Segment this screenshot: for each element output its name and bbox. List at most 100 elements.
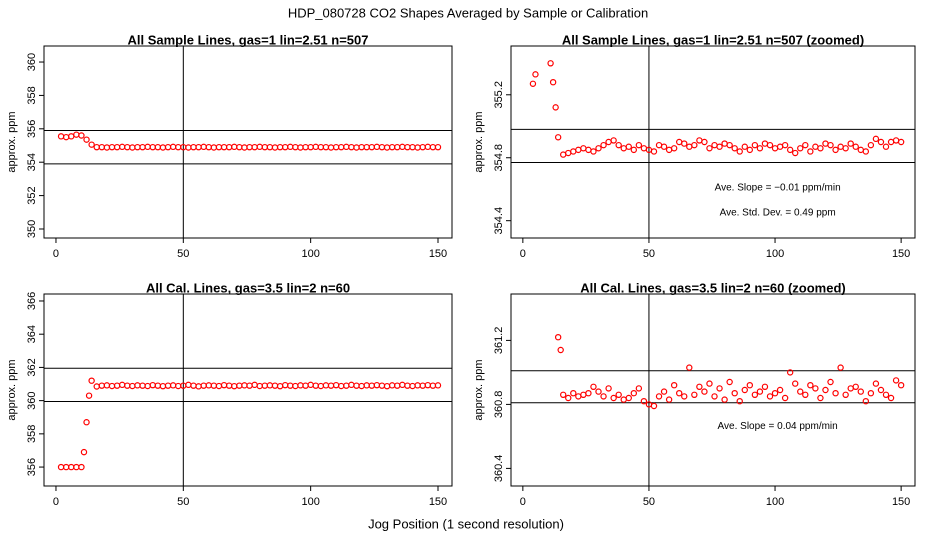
y-tick-label: 355.2 — [493, 81, 505, 109]
data-point — [786, 369, 794, 376]
data-point — [88, 377, 95, 384]
data-point — [842, 391, 849, 398]
data-point — [532, 71, 539, 78]
plot-frame — [43, 293, 453, 487]
x-tick-label: 0 — [520, 496, 526, 508]
data-point — [852, 143, 859, 150]
data-point — [552, 104, 559, 111]
y-tick-label: 350 — [26, 220, 38, 238]
data-point — [716, 143, 723, 150]
data-point — [781, 141, 789, 149]
data-point — [696, 383, 703, 390]
data-point — [882, 391, 890, 398]
annotation: Ave. Std. Dev. = 0.49 ppm — [720, 208, 836, 219]
data-point — [827, 378, 834, 386]
data-point — [585, 390, 592, 397]
data-point — [797, 145, 804, 152]
data-point — [650, 148, 658, 155]
plot-frame — [43, 45, 453, 239]
data-point — [766, 141, 774, 149]
data-point — [802, 391, 809, 398]
x-tick-label: 50 — [643, 496, 655, 508]
y-axis-label: approx. ppm — [473, 111, 485, 172]
data-point — [746, 146, 754, 154]
y-tick-label: 364 — [26, 325, 38, 343]
data-point — [434, 143, 442, 151]
data-point — [746, 382, 754, 389]
data-point — [630, 390, 638, 397]
data-point — [549, 78, 557, 86]
panel-title: All Cal. Lines, gas=3.5 lin=2 n=60 — [146, 280, 350, 295]
y-axis-label: approx. ppm — [473, 359, 485, 420]
data-point — [88, 141, 95, 148]
data-point — [771, 390, 779, 397]
data-point — [887, 394, 895, 402]
data-point — [706, 380, 713, 387]
data-point — [554, 334, 562, 341]
data-point — [867, 141, 875, 149]
data-point — [867, 390, 875, 397]
y-tick-label: 354 — [26, 153, 38, 171]
x-tick-label: 100 — [301, 496, 319, 508]
data-point — [726, 141, 733, 149]
data-point — [877, 386, 885, 394]
x-tick-label: 150 — [892, 248, 910, 260]
data-point — [716, 385, 723, 392]
x-tick-label: 100 — [301, 248, 319, 260]
data-point — [80, 448, 88, 456]
y-tick-label: 360 — [26, 391, 38, 409]
data-point — [595, 388, 602, 395]
panel-title: All Sample Lines, gas=1 lin=2.51 n=507 — [128, 32, 369, 47]
data-point — [731, 145, 738, 152]
y-tick-label: 358 — [26, 86, 38, 104]
data-point — [812, 385, 819, 392]
y-tick-label: 352 — [26, 186, 38, 204]
data-point — [726, 378, 733, 386]
data-point — [731, 390, 738, 397]
x-tick-label: 150 — [429, 248, 447, 260]
data-point — [706, 145, 713, 152]
data-point — [857, 388, 864, 395]
data-point — [897, 138, 905, 146]
plot-frame — [510, 293, 916, 487]
data-point — [741, 143, 748, 150]
x-axis-label: Jog Position (1 second resolution) — [368, 516, 564, 531]
data-point — [78, 463, 85, 471]
data-point — [701, 388, 708, 395]
data-point — [847, 140, 854, 147]
data-point — [625, 394, 632, 402]
data-point — [681, 140, 688, 147]
y-tick-label: 356 — [26, 120, 38, 138]
data-point — [741, 386, 748, 394]
panel-title: All Sample Lines, gas=1 lin=2.51 n=507 (… — [562, 32, 864, 47]
y-axis-label: approx. ppm — [6, 111, 18, 172]
data-point — [605, 385, 612, 392]
data-point — [736, 148, 743, 155]
y-tick-label: 361.2 — [493, 327, 505, 355]
panel-title: All Cal. Lines, gas=3.5 lin=2 n=60 (zoom… — [580, 280, 846, 295]
figure-title: HDP_080728 CO2 Shapes Averaged by Sample… — [288, 5, 648, 20]
data-point — [615, 141, 622, 149]
x-tick-label: 150 — [429, 496, 447, 508]
x-tick-label: 0 — [520, 248, 526, 260]
data-point — [862, 398, 870, 405]
y-tick-label: 360.4 — [493, 455, 505, 483]
data-point — [872, 135, 880, 143]
data-point — [852, 383, 859, 390]
data-point — [802, 141, 809, 149]
x-tick-label: 0 — [53, 248, 59, 260]
data-point — [792, 149, 799, 157]
data-point — [600, 141, 607, 149]
data-point — [691, 391, 698, 398]
data-point — [590, 383, 597, 390]
data-point — [822, 386, 829, 394]
data-point — [78, 132, 85, 139]
y-tick-label: 356 — [26, 458, 38, 476]
data-point — [529, 80, 537, 87]
y-tick-label: 354.8 — [493, 144, 505, 172]
data-point — [691, 141, 698, 149]
data-point — [817, 145, 824, 152]
data-point — [670, 382, 678, 389]
x-tick-label: 0 — [53, 496, 59, 508]
data-point — [590, 148, 597, 155]
